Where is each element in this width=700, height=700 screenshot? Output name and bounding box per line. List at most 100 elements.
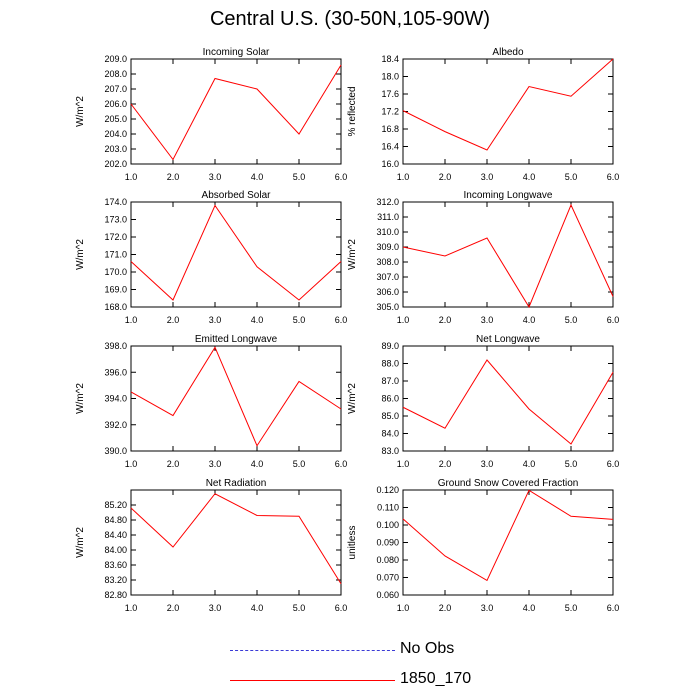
panel-6-ytick-label: 85.0 <box>381 411 399 421</box>
panel-6-xtick-label: 5.0 <box>565 459 578 469</box>
panel-8-ytick-label: 0.100 <box>376 520 399 530</box>
legend-row-no-obs: No Obs <box>230 640 530 660</box>
panel-5-xtick-label: 3.0 <box>209 459 222 469</box>
panel-7-xtick-label: 3.0 <box>209 603 222 613</box>
panel-8-frame <box>402 489 614 596</box>
panel-8-ytick-label: 0.070 <box>376 573 399 583</box>
panel-3-xtick-label: 1.0 <box>125 315 138 325</box>
panel-4-ytick-label: 312.0 <box>376 197 399 207</box>
panel-1-ytick-label: 204.0 <box>104 129 127 139</box>
panel-1-ytick-label: 205.0 <box>104 114 127 124</box>
page-title: Central U.S. (30-50N,105-90W) <box>209 8 491 30</box>
panel-6-ytick-label: 88.0 <box>381 359 399 369</box>
panel-7-xtick-label: 6.0 <box>335 603 348 613</box>
panel-6-ytick-label: 83.0 <box>381 446 399 456</box>
panel-3-xtick-label: 3.0 <box>209 315 222 325</box>
panel-5-ytick-label: 396.0 <box>104 367 127 377</box>
panel-5-ytick-label: 394.0 <box>104 394 127 404</box>
panel-3-ytick-label: 174.0 <box>104 197 127 207</box>
legend-line-1850-170 <box>230 680 395 681</box>
panel-7-ylabel: W/m^2 <box>75 527 86 558</box>
panel-5-xtick-label: 6.0 <box>335 459 348 469</box>
panel-7-ytick-label: 82.80 <box>104 590 127 600</box>
panel-6-ytick-label: 84.0 <box>381 429 399 439</box>
panel-8-xtick-label: 5.0 <box>565 603 578 613</box>
panel-7-ytick-label: 83.60 <box>104 560 127 570</box>
panel-2-ytick-label: 17.6 <box>381 89 399 99</box>
panel-5-frame <box>130 345 342 452</box>
panel-3-ytick-label: 168.0 <box>104 302 127 312</box>
panel-7-xtick-label: 5.0 <box>293 603 306 613</box>
panel-4-ytick-label: 311.0 <box>377 212 399 222</box>
panel-2-ylabel: % reflected <box>347 86 358 136</box>
panel-7-ytick-label: 84.80 <box>104 515 127 525</box>
legend-line-no-obs <box>230 650 395 651</box>
panel-5-title: Emitted Longwave <box>195 334 278 345</box>
panel-4-ytick-label: 309.0 <box>376 242 399 252</box>
panel-4-xtick-label: 6.0 <box>607 315 620 325</box>
panel-4-ytick-label: 308.0 <box>376 257 399 267</box>
panel-6-series-line <box>402 359 614 445</box>
panel-7-xtick-label: 1.0 <box>125 603 138 613</box>
panel-4-series-line <box>402 203 614 309</box>
panel-2-title: Albedo <box>492 47 524 58</box>
panel-2-frame <box>402 58 614 165</box>
panel-1-ylabel: W/m^2 <box>75 96 86 127</box>
panel-8-xtick-label: 1.0 <box>397 603 410 613</box>
panel-7-frame <box>130 489 342 596</box>
panel-7-ytick-label: 83.20 <box>104 575 127 585</box>
panel-5-ylabel: W/m^2 <box>75 383 86 414</box>
panel-4-title: Incoming Longwave <box>464 190 553 201</box>
panel-3-xtick-label: 5.0 <box>293 315 306 325</box>
panel-6-frame <box>402 345 614 452</box>
legend-label-1850-170: 1850_170 <box>400 670 472 687</box>
panel-8-ytick-label: 0.090 <box>376 538 399 548</box>
panel-3-ylabel: W/m^2 <box>75 239 86 270</box>
panel-2-xtick-label: 3.0 <box>481 172 494 182</box>
panel-4-frame <box>402 201 614 308</box>
panel-2-series-line <box>402 58 614 151</box>
panel-4-xtick-label: 2.0 <box>439 315 452 325</box>
panel-7-ytick-label: 84.40 <box>104 530 127 540</box>
panel-2-xtick-label: 5.0 <box>565 172 578 182</box>
panel-1-xtick-label: 2.0 <box>167 172 180 182</box>
panel-1-series-line <box>130 64 342 161</box>
panel-2-ytick-label: 18.0 <box>381 72 399 82</box>
panel-8-series-line <box>402 489 614 582</box>
panel-1-ytick-label: 207.0 <box>104 84 127 94</box>
panel-2-ytick-label: 17.2 <box>381 107 399 117</box>
panel-1-xtick-label: 5.0 <box>293 172 306 182</box>
panel-3-xtick-label: 4.0 <box>251 315 264 325</box>
panel-1-ytick-label: 208.0 <box>104 69 127 79</box>
panel-7-xtick-label: 4.0 <box>251 603 264 613</box>
panel-8-xtick-label: 6.0 <box>607 603 620 613</box>
panel-4-ytick-label: 305.0 <box>376 302 399 312</box>
panel-3-xtick-label: 6.0 <box>335 315 348 325</box>
panel-1-ytick-label: 203.0 <box>104 144 127 154</box>
panel-2-xtick-label: 2.0 <box>439 172 452 182</box>
panel-2-ytick-label: 16.0 <box>381 159 399 169</box>
panel-8-ytick-label: 0.120 <box>376 485 399 495</box>
panel-1-frame <box>130 58 342 165</box>
panel-1-ytick-label: 206.0 <box>104 99 127 109</box>
panel-4-xtick-label: 3.0 <box>481 315 494 325</box>
panel-3-title: Absorbed Solar <box>202 190 272 201</box>
panel-6-title: Net Longwave <box>476 334 540 345</box>
panel-8-ytick-label: 0.080 <box>376 555 399 565</box>
panel-4-ytick-label: 306.0 <box>376 287 399 297</box>
legend-label-no-obs: No Obs <box>400 640 455 657</box>
panel-5-xtick-label: 2.0 <box>167 459 180 469</box>
panel-8-ylabel: unitless <box>347 526 358 560</box>
panel-1-ytick-label: 209.0 <box>104 54 127 64</box>
panel-6-ytick-label: 86.0 <box>381 394 399 404</box>
panel-3-ytick-label: 169.0 <box>104 285 127 295</box>
panel-5-series-line <box>130 346 342 447</box>
panel-1-xtick-label: 4.0 <box>251 172 264 182</box>
legend-row-1850-170: 1850_170 <box>230 670 530 690</box>
panel-3-ytick-label: 171.0 <box>104 250 127 260</box>
panel-8-ytick-label: 0.060 <box>376 590 399 600</box>
panel-7-title: Net Radiation <box>206 478 267 489</box>
panel-2-ytick-label: 16.4 <box>381 142 399 152</box>
panel-4-xtick-label: 5.0 <box>565 315 578 325</box>
panel-7-series-line <box>130 493 342 585</box>
